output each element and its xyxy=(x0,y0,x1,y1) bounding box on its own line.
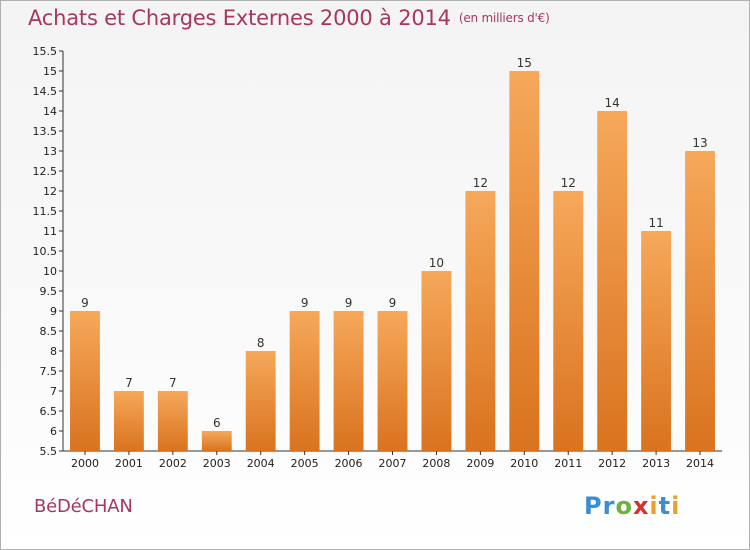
y-tick-label: 9.5 xyxy=(40,285,58,298)
data-label: 15 xyxy=(517,56,532,70)
x-tick-label: 2006 xyxy=(335,457,363,470)
y-tick-label: 7.5 xyxy=(40,365,58,378)
data-label: 11 xyxy=(648,216,663,230)
chart-axes: 5.5 6 6.5 7 7.5 8 8.5 9 9.5 10 10.5 11 11.5 12 12.5 13 1… xyxy=(33,45,722,458)
data-label: 7 xyxy=(125,376,133,390)
chart-title: Achats et Charges Externes 2000 à 2014 xyxy=(28,6,451,30)
y-tick-label: 8 xyxy=(50,345,57,358)
x-tick-label: 2008 xyxy=(422,457,450,470)
logo-part: o xyxy=(615,492,633,520)
y-tick-label: 7 xyxy=(50,385,57,398)
y-tick-label: 11.5 xyxy=(33,205,58,218)
bar xyxy=(597,111,628,451)
x-tick-label: 2000 xyxy=(71,457,99,470)
data-label: 8 xyxy=(257,336,265,350)
bar xyxy=(333,311,364,451)
x-tick-label: 2012 xyxy=(598,457,626,470)
y-tick-label: 10 xyxy=(43,265,57,278)
data-label: 12 xyxy=(561,176,576,190)
logo-part: i xyxy=(649,492,659,520)
x-tick-label: 2014 xyxy=(686,457,714,470)
bar xyxy=(113,391,144,451)
logo-part: Pr xyxy=(584,492,616,520)
logo-part: x xyxy=(632,492,650,520)
bar xyxy=(553,191,584,451)
chart-subtitle: (en milliers d'€) xyxy=(458,11,550,25)
bar xyxy=(685,151,715,451)
x-tick-label: 2013 xyxy=(642,457,670,470)
y-tick-label: 6 xyxy=(50,425,57,438)
y-tick-label: 12 xyxy=(43,185,57,198)
bar xyxy=(641,231,672,451)
y-tick-label: 9 xyxy=(50,305,57,318)
data-label: 14 xyxy=(605,96,620,110)
x-tick-label: 2001 xyxy=(115,457,143,470)
y-tick-label: 15.5 xyxy=(33,45,58,58)
data-label: 7 xyxy=(169,376,177,390)
y-tick-label: 15 xyxy=(43,65,57,78)
data-label: 9 xyxy=(389,296,397,310)
data-label: 10 xyxy=(429,256,444,270)
bar xyxy=(245,351,276,451)
y-tick-label: 8.5 xyxy=(40,325,58,338)
bar xyxy=(509,71,540,451)
y-tick-label: 13.5 xyxy=(33,125,58,138)
data-label: 12 xyxy=(473,176,488,190)
data-label: 9 xyxy=(301,296,309,310)
logo-part: i xyxy=(671,492,681,520)
logo-part: t xyxy=(658,492,672,520)
x-tick-label: 2005 xyxy=(291,457,319,470)
chart-labels: 2000 9 2001 7 2002 7 2003 6 2004 8 2005 9 2006 9 2007 9… xyxy=(71,56,714,470)
x-tick-label: 2002 xyxy=(159,457,187,470)
y-tick-label: 13 xyxy=(43,145,57,158)
chart-title-block: Achats et Charges Externes 2000 à 2014 (e… xyxy=(28,6,550,30)
data-label: 13 xyxy=(692,136,707,150)
x-tick-label: 2011 xyxy=(554,457,582,470)
proxiti-logo[interactable]: Proxiti xyxy=(584,492,680,520)
x-tick-label: 2010 xyxy=(510,457,538,470)
y-tick-label: 12.5 xyxy=(33,165,58,178)
chart-bars xyxy=(70,71,715,451)
y-tick-label: 10.5 xyxy=(33,245,58,258)
bar xyxy=(289,311,320,451)
bar xyxy=(70,311,100,451)
y-tick-label: 14.5 xyxy=(33,85,58,98)
y-tick-label: 14 xyxy=(43,105,57,118)
bar xyxy=(421,271,452,451)
bar xyxy=(377,311,408,451)
x-tick-label: 2004 xyxy=(247,457,275,470)
x-tick-label: 2003 xyxy=(203,457,231,470)
y-tick-label: 11 xyxy=(43,225,57,238)
y-tick-label: 5.5 xyxy=(40,445,58,458)
x-tick-label: 2007 xyxy=(379,457,407,470)
bar xyxy=(465,191,496,451)
bar xyxy=(201,431,232,451)
x-tick-label: 2009 xyxy=(466,457,494,470)
data-label: 9 xyxy=(81,296,89,310)
data-label: 9 xyxy=(345,296,353,310)
y-tick-label: 6.5 xyxy=(40,405,58,418)
commune-name: BéDéCHAN xyxy=(34,496,133,517)
data-label: 6 xyxy=(213,416,221,430)
bar xyxy=(157,391,188,451)
